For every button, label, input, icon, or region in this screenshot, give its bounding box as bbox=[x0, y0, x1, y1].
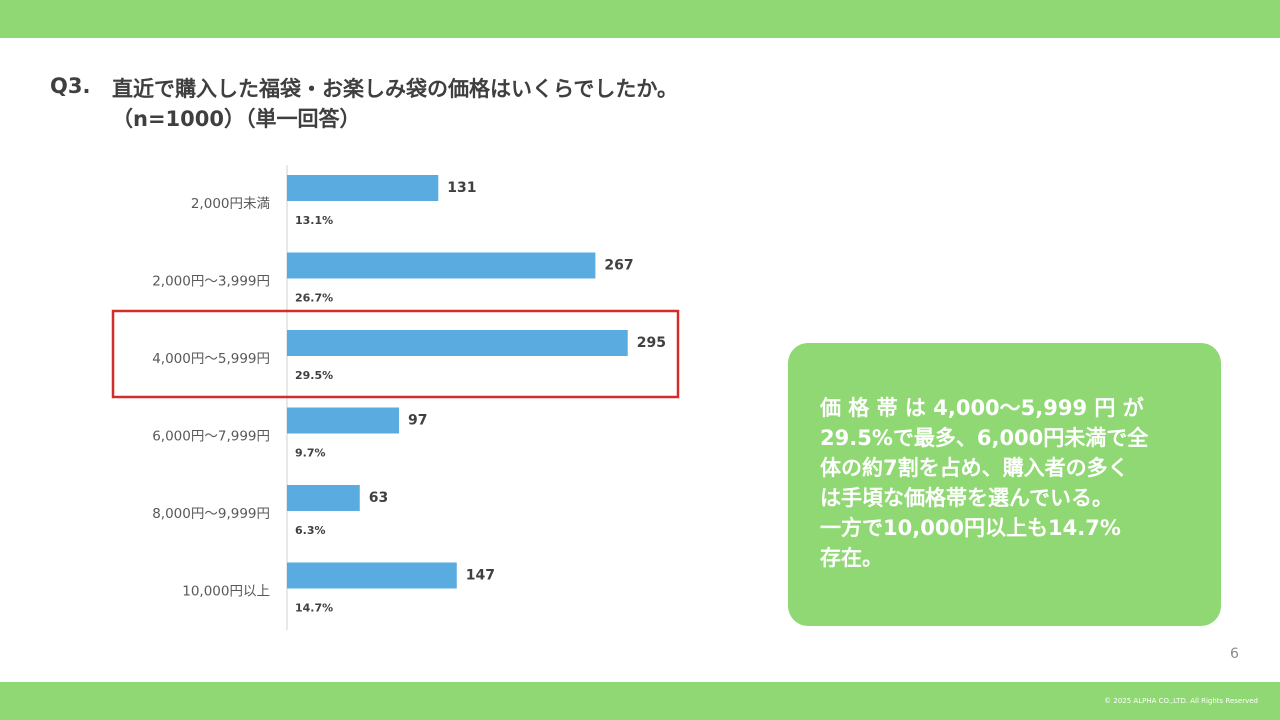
question-line-2: （n=1000）（単一回答） bbox=[112, 107, 361, 131]
bar bbox=[287, 330, 628, 356]
bar-value-label: 295 bbox=[637, 335, 666, 351]
summary-text: 価 格 帯 は 4,000〜5,999 円 が 29.5%で最多、6,000円未… bbox=[820, 393, 1193, 573]
summary-line-3: 体の約7割を占め、購入者の多く bbox=[820, 456, 1129, 480]
bar bbox=[287, 407, 400, 434]
bar-chart: 131 13.1% 2,000円未満 267 26.7% 2,000円〜3,999円 295… bbox=[111, 165, 680, 630]
copyright-text: © 2025 ALPHA CO.,LTD. All Rights Reserve… bbox=[1104, 697, 1258, 705]
category-label: 4,000円〜5,999円 bbox=[152, 351, 270, 367]
category-label: 10,000円以上 bbox=[182, 584, 270, 600]
bar bbox=[287, 485, 360, 511]
bar-value-label: 147 bbox=[466, 568, 495, 584]
bar-value-label: 97 bbox=[408, 413, 427, 429]
question-line-1: 直近で購入した福袋・お楽しみ袋の価格はいくらでしたか。 bbox=[112, 77, 678, 101]
top-band bbox=[0, 0, 1280, 38]
category-label: 8,000円〜9,999円 bbox=[152, 506, 270, 522]
bar-percent-label: 29.5% bbox=[295, 369, 333, 382]
bar bbox=[287, 562, 457, 589]
summary-line-2: 29.5%で最多、6,000円未満で全 bbox=[820, 426, 1149, 450]
summary-line-6: 存在。 bbox=[820, 546, 883, 570]
summary-callout: 価 格 帯 は 4,000〜5,999 円 が 29.5%で最多、6,000円未… bbox=[788, 343, 1221, 626]
bar-value-label: 267 bbox=[604, 258, 633, 274]
bar-percent-label: 14.7% bbox=[295, 602, 333, 615]
question-title: 直近で購入した福袋・お楽しみ袋の価格はいくらでしたか。 （n=1000）（単一回… bbox=[112, 74, 678, 134]
category-label: 2,000円〜3,999円 bbox=[152, 274, 270, 290]
bottom-band: © 2025 ALPHA CO.,LTD. All Rights Reserve… bbox=[0, 682, 1280, 720]
question-number: Q3. bbox=[50, 74, 91, 98]
bar-percent-label: 26.7% bbox=[295, 292, 333, 305]
category-label: 6,000円〜7,999円 bbox=[152, 429, 270, 445]
category-label: 2,000円未満 bbox=[191, 196, 270, 212]
bar-value-label: 63 bbox=[369, 490, 388, 506]
bar-percent-label: 6.3% bbox=[295, 524, 326, 537]
summary-line-1: 価 格 帯 は 4,000〜5,999 円 が bbox=[820, 396, 1144, 420]
bar-percent-label: 13.1% bbox=[295, 214, 333, 227]
bar-percent-label: 9.7% bbox=[295, 447, 326, 460]
page-number: 6 bbox=[1230, 646, 1239, 662]
summary-line-4: は手頃な価格帯を選んでいる。 bbox=[820, 486, 1113, 510]
bar bbox=[287, 252, 596, 279]
highlight-box bbox=[111, 309, 680, 399]
summary-line-5: 一方で10,000円以上も14.7% bbox=[820, 516, 1121, 540]
bar-value-label: 131 bbox=[447, 180, 476, 196]
bar bbox=[287, 175, 439, 201]
